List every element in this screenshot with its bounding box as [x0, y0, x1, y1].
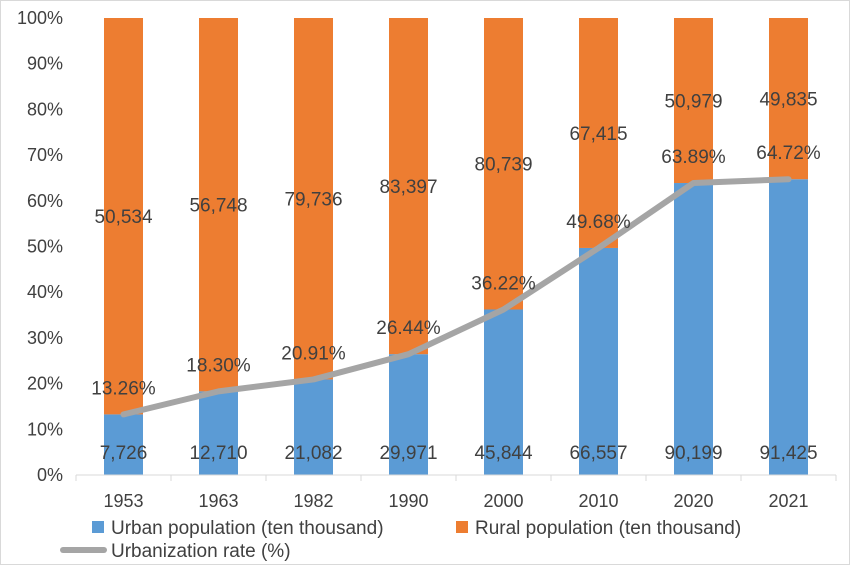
- rural-data-label: 80,739: [474, 155, 532, 176]
- y-tick-label: 0%: [37, 465, 63, 485]
- y-tick-label: 40%: [27, 282, 63, 302]
- x-tick-label: 2021: [768, 491, 808, 511]
- legend-rural-swatch: [456, 521, 468, 533]
- line-point: [598, 247, 599, 249]
- urban-data-label: 21,082: [284, 443, 342, 464]
- y-tick-label: 70%: [27, 145, 63, 165]
- bar-urban: [674, 183, 713, 475]
- rate-data-label: 49.68%: [566, 212, 631, 233]
- line-point: [503, 308, 504, 310]
- urban-data-label: 66,557: [569, 443, 627, 464]
- bar-urban: [484, 309, 523, 475]
- bar-rural: [579, 18, 618, 248]
- y-tick-label: 100%: [17, 8, 63, 28]
- y-tick-label: 90%: [27, 54, 63, 74]
- legend-rate-label: Urbanization rate (%): [111, 541, 291, 562]
- x-tick-label: 2010: [578, 491, 618, 511]
- urban-data-label: 7,726: [100, 443, 148, 464]
- y-tick-label: 80%: [27, 99, 63, 119]
- bar-rural: [199, 18, 238, 392]
- bar-urban: [199, 391, 238, 475]
- rural-data-label: 67,415: [569, 124, 627, 145]
- rural-data-label: 79,736: [284, 190, 342, 211]
- urban-data-label: 45,844: [474, 443, 533, 464]
- legend-urban-swatch: [92, 521, 104, 533]
- line-point: [408, 353, 409, 355]
- bar-rural: [674, 18, 713, 184]
- bar-rural: [294, 18, 333, 380]
- rate-data-label: 13.26%: [91, 378, 156, 399]
- line-point: [123, 413, 124, 415]
- line-urbanization-rate: [120, 176, 792, 418]
- y-tick-label: 60%: [27, 191, 63, 211]
- urban-data-label: 12,710: [189, 443, 247, 464]
- rural-data-label: 50,979: [664, 92, 722, 113]
- rural-data-label: 50,534: [94, 207, 153, 228]
- bar-urban: [579, 247, 618, 475]
- line-point: [693, 182, 694, 184]
- legend-urban-label: Urban population (ten thousand): [111, 518, 384, 539]
- line-point: [218, 390, 219, 392]
- x-tick-label: 1963: [198, 491, 238, 511]
- rural-data-label: 83,397: [379, 177, 437, 198]
- line-point: [788, 178, 789, 180]
- line-point: [313, 378, 314, 380]
- bar-urban: [389, 354, 428, 475]
- y-tick-label: 50%: [27, 237, 63, 257]
- x-tick-label: 1982: [293, 491, 333, 511]
- rate-data-label: 36.22%: [471, 273, 536, 294]
- rate-data-label: 64.72%: [756, 143, 821, 164]
- y-tick-label: 30%: [27, 328, 63, 348]
- urban-data-label: 90,199: [664, 443, 722, 464]
- rural-data-label: 56,748: [189, 196, 247, 217]
- y-tick-label: 20%: [27, 374, 63, 394]
- x-tick-label: 1953: [103, 491, 143, 511]
- bar-rural: [104, 18, 143, 415]
- bar-urban: [294, 379, 333, 475]
- legend-rural-label: Rural population (ten thousand): [475, 518, 741, 539]
- urban-data-label: 91,425: [759, 443, 817, 464]
- x-tick-label: 2000: [483, 491, 523, 511]
- rate-data-label: 63.89%: [661, 147, 726, 168]
- bar-urban: [104, 414, 143, 475]
- bar-rural: [769, 18, 808, 180]
- x-tick-label: 1990: [388, 491, 428, 511]
- y-tick-label: 10%: [27, 419, 63, 439]
- rate-data-label: 20.91%: [281, 343, 346, 364]
- urban-data-label: 29,971: [379, 443, 437, 464]
- bar-urban: [769, 179, 808, 475]
- rate-data-label: 26.44%: [376, 318, 441, 339]
- bar-rural: [484, 18, 523, 310]
- x-tick-label: 2020: [673, 491, 713, 511]
- rural-data-label: 49,835: [759, 90, 817, 111]
- rate-data-label: 18.30%: [186, 355, 251, 376]
- bar-rural: [389, 18, 428, 355]
